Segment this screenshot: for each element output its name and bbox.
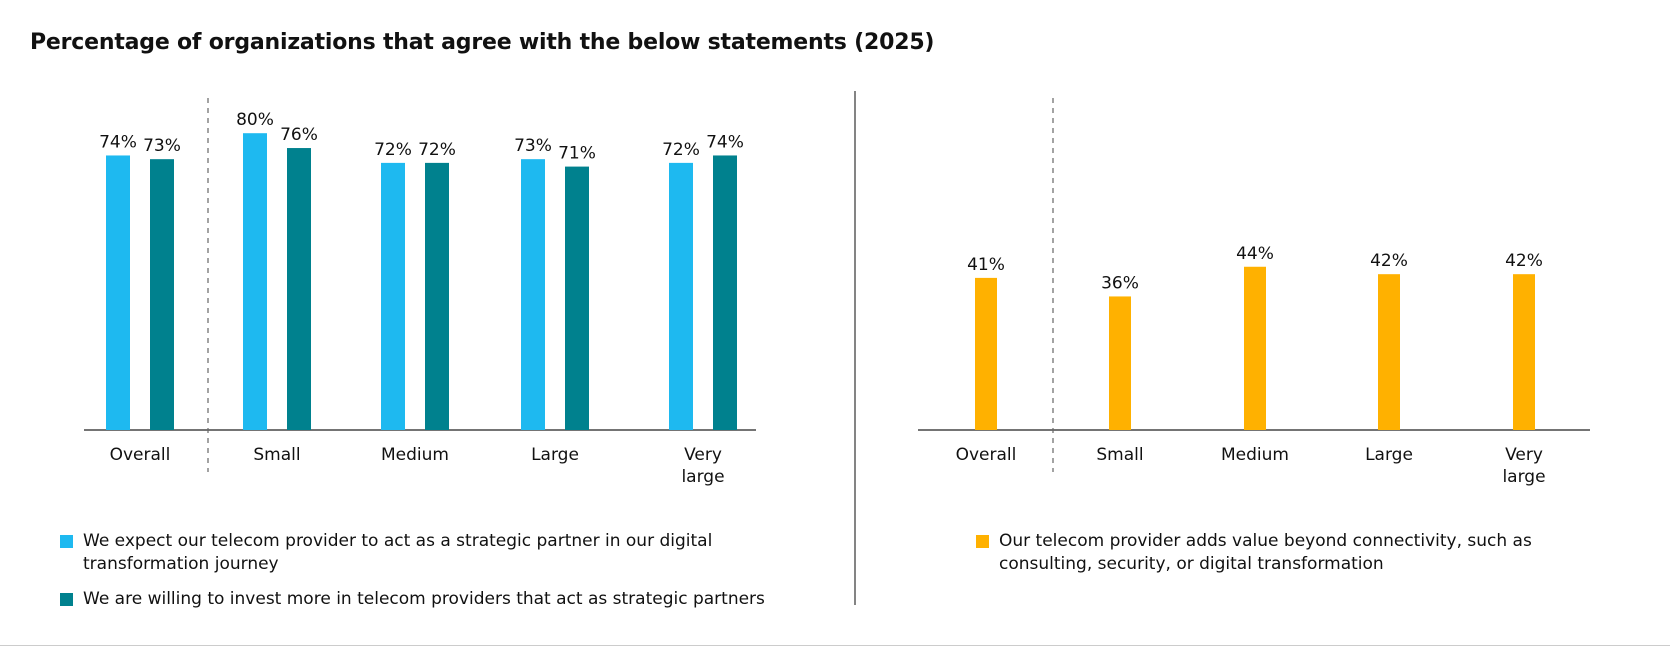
data-label-overall-series-1: 41% (967, 255, 1005, 275)
data-label-very-large-series-2: 74% (706, 132, 744, 152)
x-tick-label-overall: Overall (110, 445, 171, 465)
legend-item-invest-more: We are willing to invest more in telecom… (60, 588, 780, 611)
data-label-very-large-series-1: 42% (1505, 251, 1543, 271)
x-tick-label-medium: Medium (1221, 445, 1289, 465)
bar-small-series-1 (1109, 296, 1131, 430)
x-tick-label-medium: Medium (381, 445, 449, 465)
right-chart-panel: 41% Overall 36% Small 44% Medium 42% Large 42% Ve… (918, 98, 1590, 487)
bar-medium-series-1 (1244, 266, 1266, 430)
x-tick-label-very-large: Very large (1502, 445, 1545, 487)
legend-swatch-amber (976, 535, 989, 548)
x-tick-label-large: Large (1365, 445, 1413, 465)
bar-small-series-2 (287, 148, 311, 431)
bar-very-large-series-1 (1513, 274, 1535, 430)
legend-swatch-light-blue (60, 535, 73, 548)
legend-label: We are willing to invest more in telecom… (83, 589, 765, 609)
bar-medium-series-1 (381, 162, 405, 430)
data-label-overall-series-2: 73% (143, 136, 181, 156)
legend-swatch-teal (60, 593, 73, 606)
data-label-medium-series-2: 72% (418, 140, 456, 160)
data-label-large-series-1: 73% (514, 136, 552, 156)
x-tick-label-small: Small (253, 445, 300, 465)
data-label-medium-series-1: 44% (1236, 244, 1274, 264)
bar-medium-series-2 (425, 162, 449, 430)
legend-label: Our telecom provider adds value beyond c… (999, 531, 1532, 574)
bar-very-large-series-2 (713, 155, 737, 430)
bar-large-series-1 (1378, 274, 1400, 430)
data-label-very-large-series-1: 72% (662, 140, 700, 160)
bar-large-series-2 (565, 166, 589, 430)
data-label-medium-series-1: 72% (374, 140, 412, 160)
bar-overall-series-2 (150, 159, 174, 431)
data-label-small-series-1: 80% (236, 110, 274, 130)
bar-very-large-series-1 (669, 162, 693, 430)
legend-item-strategic-partner: We expect our telecom provider to act as… (60, 530, 740, 576)
x-tick-label-large: Large (531, 445, 579, 465)
bar-large-series-1 (521, 159, 545, 431)
bar-overall-series-1 (106, 155, 130, 430)
data-label-overall-series-1: 74% (99, 132, 137, 152)
x-tick-label-overall: Overall (956, 445, 1017, 465)
x-tick-label-very-large: Very large (681, 445, 724, 487)
bar-overall-series-1 (975, 277, 997, 430)
x-tick-label-small: Small (1096, 445, 1143, 465)
data-label-large-series-2: 71% (558, 144, 596, 164)
chart-title: Percentage of organizations that agree w… (30, 30, 935, 55)
left-chart-panel: 74% 73% Overall 80% 76% Small 72% 72% Medium 73% 7… (84, 98, 756, 487)
legend-item-adds-value: Our telecom provider adds value beyond c… (976, 530, 1626, 576)
legend-label: We expect our telecom provider to act as… (83, 531, 713, 574)
data-label-large-series-1: 42% (1370, 251, 1408, 271)
bar-small-series-1 (243, 133, 267, 430)
data-label-small-series-1: 36% (1101, 273, 1139, 293)
data-label-small-series-2: 76% (280, 125, 318, 145)
